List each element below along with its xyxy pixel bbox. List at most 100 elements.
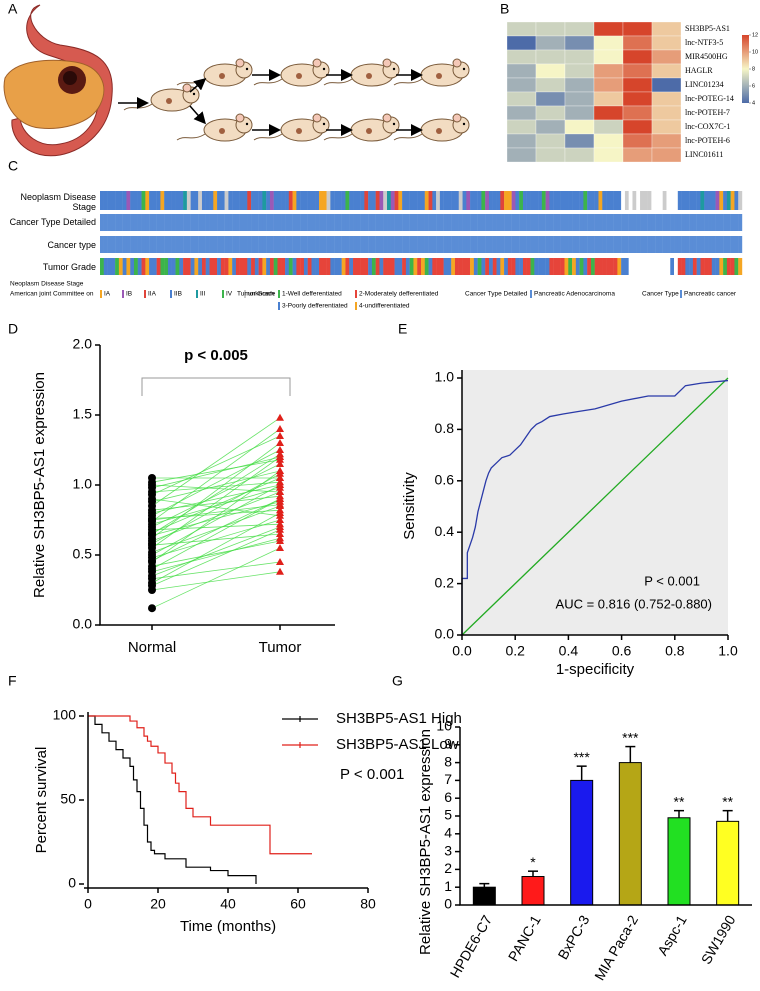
track-cell: [587, 214, 592, 231]
track-cell: [118, 214, 123, 231]
panel-label: B: [500, 1, 509, 17]
y-tick-label: 2: [444, 860, 452, 876]
track-cell: [107, 214, 112, 231]
track-cell: [556, 214, 561, 231]
heatmap-cell: [622, 77, 653, 93]
track-cell: [500, 258, 505, 275]
track-cell: [579, 258, 584, 275]
y-tick-label: 0: [444, 896, 452, 912]
pair-line: [151, 537, 281, 573]
track-cell: [421, 214, 425, 231]
track-cell: [209, 191, 214, 210]
track-cell: [330, 258, 335, 275]
heatmap-cell: [622, 63, 653, 79]
track-cell: [624, 258, 629, 275]
track-cell: [285, 191, 290, 210]
track-cell: [579, 236, 584, 253]
track-cell: [194, 214, 199, 231]
pair-line: [151, 484, 281, 493]
track-cell: [466, 258, 471, 275]
track-cell: [190, 191, 195, 210]
x-tick-label: PANC-1: [505, 912, 544, 964]
track-cell: [307, 258, 312, 275]
track-cell: [349, 191, 354, 210]
heatmap-cell: [506, 147, 537, 163]
track-cell: [258, 258, 263, 275]
track-cell: [485, 258, 490, 275]
track-cell: [281, 236, 286, 253]
y-axis-title: Sensitivity: [401, 472, 418, 540]
heatmap-cell: [622, 49, 653, 65]
track-cell: [628, 258, 633, 275]
track-cell: [213, 191, 218, 210]
track-cell: [152, 258, 157, 275]
point: [276, 425, 284, 432]
track-cell: [167, 236, 172, 253]
track-cell: [296, 214, 301, 231]
heatmap-cell: [564, 63, 595, 79]
track-cell: [326, 236, 331, 253]
track-cell: [262, 214, 267, 231]
legend-item: IV: [226, 291, 233, 298]
track-cell: [326, 191, 331, 210]
row-label: MIR4500HG: [685, 52, 728, 61]
track-cell: [587, 191, 592, 210]
track-cell: [511, 258, 516, 275]
track-cell: [296, 236, 301, 253]
heatmap-cell: [535, 105, 566, 121]
mouse-tail: [253, 78, 283, 86]
track-cell: [277, 236, 282, 253]
track-cell: [507, 258, 512, 275]
track-cell: [130, 191, 135, 210]
track-cell: [436, 214, 441, 231]
track-cell: [379, 236, 384, 253]
mouse-tail: [393, 133, 423, 141]
track-cell: [141, 236, 146, 253]
track-cell: [349, 214, 354, 231]
track-cell: [602, 258, 607, 275]
heatmap-cell: [593, 35, 624, 51]
track-cell: [500, 214, 505, 231]
legend-swatch: [196, 290, 198, 298]
x-axis-title: Time (months): [180, 918, 276, 935]
heatmap-cell: [564, 147, 595, 163]
track-cell: [587, 236, 592, 253]
track-cell: [715, 236, 720, 253]
track-cell: [602, 214, 607, 231]
track-cell: [606, 214, 611, 231]
track-cell: [292, 214, 297, 231]
track-cell: [311, 258, 316, 275]
track-cell: [432, 258, 437, 275]
annotation: AUC = 0.816 (0.752-0.880): [556, 596, 712, 611]
track-cell: [409, 191, 414, 210]
y-tick-label: 9: [444, 736, 452, 752]
colorbar-tick-label: 12: [752, 32, 758, 38]
track-cell: [152, 236, 157, 253]
track-cell: [167, 191, 172, 210]
point: [276, 455, 284, 463]
heatmap-cell: [535, 49, 566, 65]
track-cell: [526, 236, 531, 253]
track-cell: [553, 191, 558, 210]
track-cell: [307, 236, 312, 253]
track-cell: [277, 214, 282, 231]
track-cell: [621, 236, 626, 253]
track-cell: [685, 258, 690, 275]
track-cell: [436, 191, 441, 210]
track-cell: [428, 258, 433, 275]
track-cell: [239, 191, 244, 210]
point: [276, 446, 284, 453]
track-cell: [417, 236, 422, 253]
legend-item: IIA: [148, 291, 157, 298]
track-cell: [387, 191, 391, 210]
survival-curve: [88, 715, 312, 855]
track-cell: [277, 258, 282, 275]
heatmap-cell: [535, 77, 566, 93]
track-cell: [100, 258, 104, 275]
heatmap-cell: [506, 49, 537, 65]
arrow: [189, 105, 206, 125]
track-cell: [481, 214, 486, 231]
track-cell: [239, 214, 244, 231]
pair-line: [151, 498, 281, 517]
track-cell: [353, 258, 357, 275]
